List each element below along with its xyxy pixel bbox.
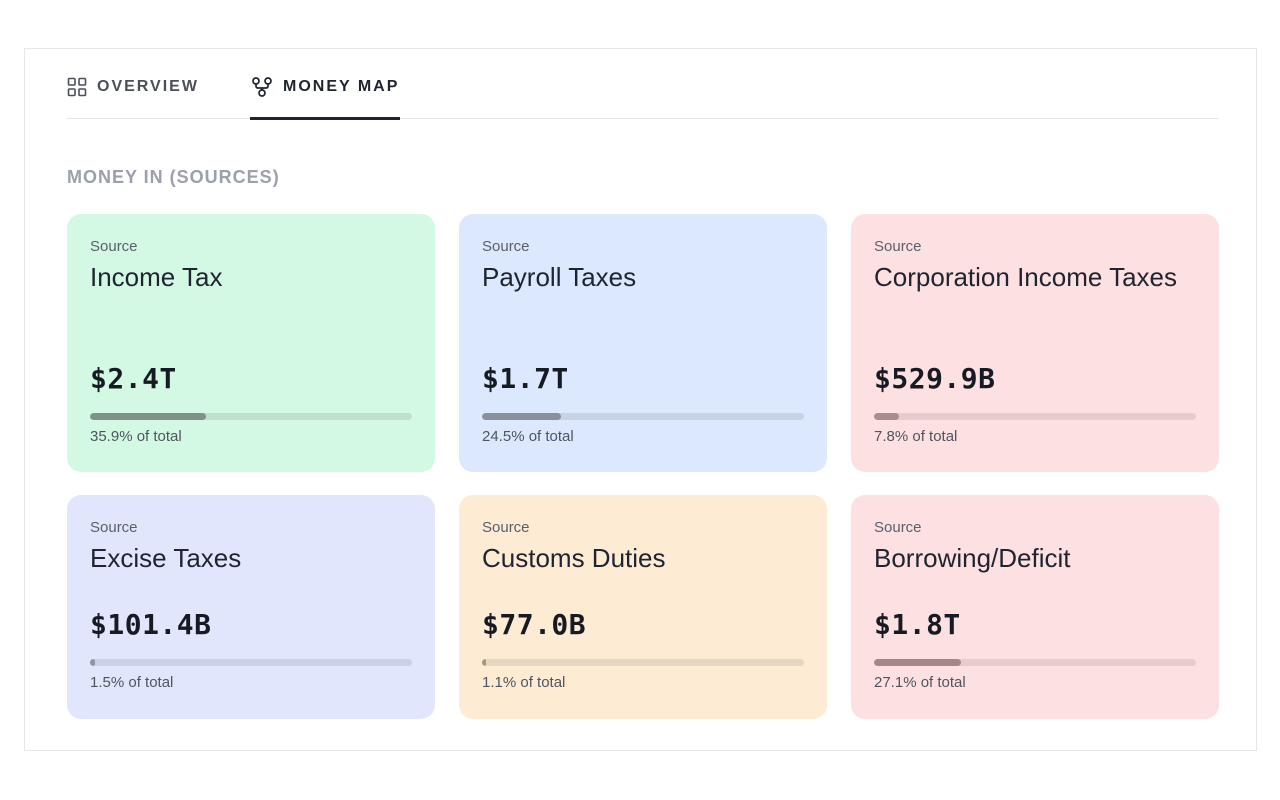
share-bar [482,413,804,420]
share-bar-fill [90,413,206,420]
section-title: MONEY IN (SOURCES) [67,167,280,187]
card-percent: 1.5% of total [90,674,174,691]
money-map-icon [251,76,273,98]
card-kicker: Source [482,238,530,255]
source-card[interactable]: Source Income Tax $2.4T 35.9% of total [67,214,435,472]
card-title: Customs Duties [482,543,666,573]
card-kicker: Source [90,238,138,255]
tab-money-map[interactable]: MONEY MAP [250,69,401,120]
sources-grid: Source Income Tax $2.4T 35.9% of total S… [67,214,1219,719]
card-amount: $101.4B [90,608,212,641]
source-card[interactable]: Source Customs Duties $77.0B 1.1% of tot… [459,495,827,719]
card-amount: $529.9B [874,362,996,395]
card-title: Excise Taxes [90,543,242,573]
share-bar [90,659,412,666]
card-amount: $1.8T [874,608,961,641]
share-bar [90,413,412,420]
card-title: Corporation Income Taxes [874,262,1178,292]
share-bar-fill [90,659,95,666]
source-card[interactable]: Source Corporation Income Taxes $529.9B … [851,214,1219,472]
money-panel: OVERVIEW MONEY MAP MONEY IN (SOURCES) So… [24,48,1257,751]
share-bar [482,659,804,666]
active-tab-indicator [250,117,401,120]
tab-money-map-label: MONEY MAP [283,78,400,95]
card-title: Income Tax [90,262,223,292]
card-percent: 35.9% of total [90,428,182,445]
tab-overview-label: OVERVIEW [97,78,199,95]
card-title: Borrowing/Deficit [874,543,1071,573]
share-bar-fill [482,659,486,666]
card-percent: 24.5% of total [482,428,574,445]
card-kicker: Source [90,519,138,536]
share-bar [874,659,1196,666]
card-kicker: Source [874,238,922,255]
source-card[interactable]: Source Borrowing/Deficit $1.8T 27.1% of … [851,495,1219,719]
tab-overview[interactable]: OVERVIEW [67,69,199,119]
source-card[interactable]: Source Payroll Taxes $1.7T 24.5% of tota… [459,214,827,472]
card-kicker: Source [874,519,922,536]
source-card[interactable]: Source Excise Taxes $101.4B 1.5% of tota… [67,495,435,719]
grid-icon [67,77,87,97]
card-kicker: Source [482,519,530,536]
card-percent: 27.1% of total [874,674,966,691]
card-percent: 7.8% of total [874,428,958,445]
share-bar-fill [874,413,900,420]
share-bar-fill [482,413,561,420]
card-amount: $2.4T [90,362,177,395]
card-percent: 1.1% of total [482,674,566,691]
share-bar [874,413,1196,420]
tab-bar: OVERVIEW MONEY MAP [67,69,1219,120]
card-amount: $1.7T [482,362,569,395]
card-amount: $77.0B [482,608,587,641]
card-title: Payroll Taxes [482,262,637,292]
share-bar-fill [874,659,962,666]
